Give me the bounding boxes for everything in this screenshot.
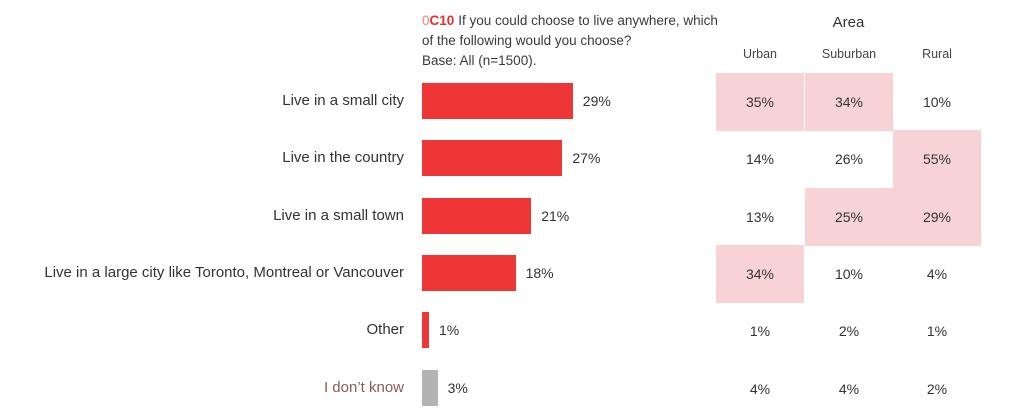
bar: [422, 197, 532, 234]
bar-value-label: 1%: [439, 322, 460, 339]
table-cell: 25%: [805, 187, 893, 246]
bar: [422, 254, 516, 291]
table-cell: 4%: [838, 380, 860, 397]
table-cell: 35%: [716, 73, 804, 131]
bar: [422, 140, 563, 177]
bar-value-label: 29%: [582, 93, 611, 109]
column-header-rural: Rural: [922, 47, 952, 61]
bar-value-label: 18%: [525, 264, 554, 281]
bar-value-label: 27%: [572, 150, 601, 167]
table-cell: 4%: [926, 265, 948, 282]
category-label: Live in the country: [282, 149, 404, 167]
table-cell: 13%: [745, 208, 775, 225]
bar: [422, 312, 429, 349]
table-cell: 2%: [838, 323, 860, 340]
area-title: Area: [832, 14, 865, 31]
table-cell: 26%: [834, 151, 864, 168]
category-label: Live in a small town: [273, 206, 404, 224]
column-header-suburban: Suburban: [821, 47, 877, 61]
table-cell: 55%: [893, 130, 981, 189]
column-header-urban: Urban: [742, 47, 778, 61]
table-cell: 34%: [805, 73, 893, 131]
table-cell: 34%: [716, 244, 804, 303]
table-cell: 1%: [926, 323, 948, 340]
question-code: C10: [429, 13, 455, 28]
category-label: Live in a large city like Toronto, Montr…: [44, 263, 404, 281]
category-label: Other: [366, 321, 404, 339]
category-label: Live in a small city: [282, 92, 404, 109]
table-cell: 10%: [922, 94, 952, 110]
table-cell: 4%: [749, 380, 771, 397]
table-cell: 1%: [749, 323, 771, 340]
table-cell: 10%: [834, 265, 864, 282]
bar-value-label: 3%: [447, 379, 468, 396]
question-prefix: 0: [422, 13, 430, 28]
table-cell: 14%: [745, 151, 775, 168]
category-label: I don’t know: [323, 378, 404, 396]
bar-value-label: 21%: [541, 207, 570, 224]
question-base: Base: All (n=1500).: [422, 53, 537, 68]
bar: [422, 83, 573, 119]
question-body: If you could choose to live anywhere, wh…: [422, 13, 718, 48]
table-cell: 29%: [893, 187, 981, 246]
bar: [422, 369, 438, 406]
question-text: 0C10 If you could choose to live anywhere…: [422, 11, 722, 71]
table-cell: 2%: [926, 380, 948, 397]
